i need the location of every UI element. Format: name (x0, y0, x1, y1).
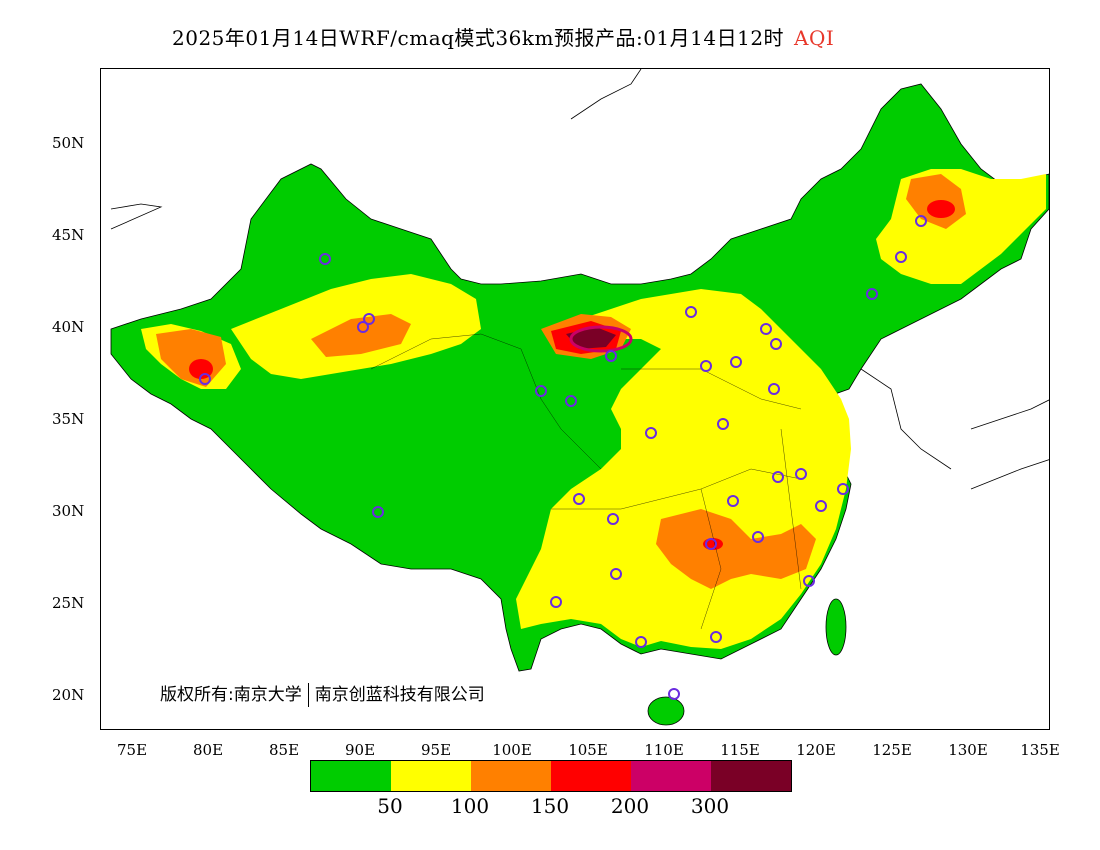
legend-threshold-300: 300 (690, 794, 730, 818)
legend-swatch-maroon (711, 761, 791, 791)
lat-tick-50: 50N (52, 134, 85, 152)
lon-tick-115: 115E (720, 741, 760, 759)
legend-swatch-purple (631, 761, 711, 791)
aqi-zone-very-unhealthy (569, 325, 633, 353)
lon-tick-125: 125E (872, 741, 912, 759)
copyright-owner: 版权所有:南京大学 (160, 685, 302, 705)
lat-tick-20: 20N (52, 686, 85, 704)
lon-tick-130: 130E (948, 741, 988, 759)
aqi-zone-orange-northwest (311, 314, 411, 357)
lon-tick-110: 110E (644, 741, 684, 759)
legend-threshold-50: 50 (377, 794, 403, 818)
aqi-map (110, 69, 1049, 726)
lon-tick-95: 95E (420, 741, 452, 759)
legend-threshold-150: 150 (530, 794, 570, 818)
station-markers (199, 215, 927, 700)
aqi-zone-unhealthy-northeast (927, 200, 955, 218)
map-frame (100, 68, 1050, 730)
lon-tick-85: 85E (268, 741, 300, 759)
legend-threshold-200: 200 (610, 794, 650, 818)
copyright-divider (307, 683, 309, 707)
caspian-outline (110, 203, 163, 230)
lon-tick-90: 90E (344, 741, 376, 759)
lat-tick-25: 25N (52, 594, 85, 612)
lon-tick-100: 100E (492, 741, 532, 759)
title-text: 2025年01月14日WRF/cmaq模式36km预报产品:01月14日12时 (172, 26, 785, 50)
legend-swatch-moderate (391, 761, 471, 791)
lat-tick-40: 40N (52, 318, 85, 336)
mongolia-lake-outline (570, 69, 642, 120)
legend-threshold-100: 100 (450, 794, 490, 818)
korea-japan-outline (860, 368, 1049, 490)
chart-title: 2025年01月14日WRF/cmaq模式36km预报产品:01月14日12时 A… (172, 22, 834, 51)
aqi-zone-orange-central (656, 509, 816, 589)
lat-tick-30: 30N (52, 502, 85, 520)
lon-tick-105: 105E (568, 741, 608, 759)
copyright-text: 版权所有:南京大学 南京创蓝科技有限公司 (160, 680, 485, 707)
title-product: AQI (794, 26, 835, 50)
legend-swatch-good (311, 761, 391, 791)
province-borders (370, 333, 802, 630)
aqi-legend (310, 760, 792, 792)
legend-swatch-red (551, 761, 631, 791)
legend-swatch-orange (471, 761, 551, 791)
lat-tick-35: 35N (52, 410, 85, 428)
hainan-island (647, 696, 685, 726)
lat-tick-45: 45N (52, 226, 85, 244)
lon-tick-135: 135E (1020, 741, 1060, 759)
taiwan-island (825, 598, 847, 656)
copyright-company: 南京创蓝科技有限公司 (314, 685, 485, 705)
lon-tick-80: 80E (192, 741, 224, 759)
lon-tick-120: 120E (796, 741, 836, 759)
lon-tick-75: 75E (116, 741, 148, 759)
aqi-zone-moderate-northeast (876, 169, 1046, 284)
